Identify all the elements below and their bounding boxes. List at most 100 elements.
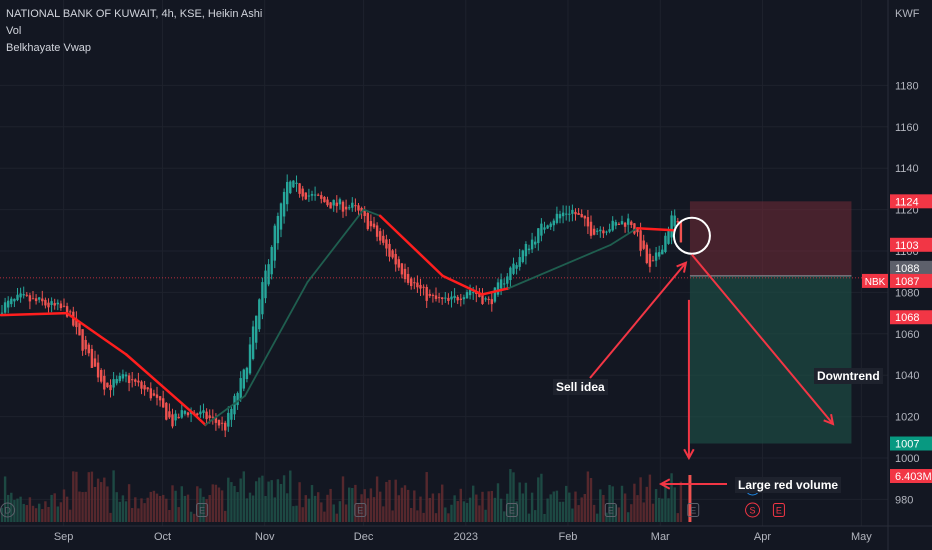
- volume-bar: [459, 488, 462, 522]
- candle-body: [592, 228, 596, 235]
- volume-bar: [577, 505, 580, 522]
- candle-body: [623, 222, 627, 227]
- candle-body: [537, 228, 540, 244]
- downtrend-arrow-head: [823, 413, 835, 426]
- volume-bar: [360, 494, 363, 522]
- indicator-vwap-label[interactable]: Belkhayate Vwap: [6, 42, 91, 54]
- volume-bar: [645, 486, 648, 522]
- candle-body: [403, 268, 407, 280]
- candle-body: [100, 370, 103, 382]
- volume-bar: [509, 469, 512, 522]
- volume-bar: [658, 497, 661, 522]
- volume-bar: [679, 481, 683, 522]
- candle-body: [354, 205, 357, 207]
- volume-bar: [131, 508, 134, 522]
- volume-bar: [472, 485, 475, 522]
- candle-body: [493, 287, 497, 302]
- earnings-badge: [604, 503, 617, 517]
- volume-bar: [47, 507, 50, 522]
- candle-body: [62, 305, 66, 307]
- candle-body: [465, 292, 469, 299]
- candle-body: [31, 298, 35, 300]
- candle-body: [301, 188, 304, 197]
- split-badge: [745, 502, 761, 518]
- candle-body: [561, 212, 565, 217]
- volume-bar: [434, 513, 438, 522]
- volume-bar: [106, 486, 109, 522]
- x-tick-label: May: [851, 531, 872, 543]
- candle-body: [568, 213, 571, 215]
- volume-bar: [537, 477, 540, 522]
- candle-body: [131, 379, 134, 381]
- volume-bar: [25, 505, 28, 522]
- y-tick-label: 1020: [895, 412, 919, 424]
- large-red-volume-label[interactable]: Large red volume: [735, 477, 842, 493]
- highlight-circle: [672, 216, 711, 255]
- volume-bar: [521, 493, 524, 522]
- take-profit-zone: [689, 275, 852, 444]
- volume-bar: [385, 481, 388, 522]
- volume-bar: [44, 501, 47, 522]
- badge-letter: E: [509, 506, 515, 516]
- sell-idea-label[interactable]: Sell idea: [553, 379, 608, 395]
- price-tag: [890, 310, 932, 325]
- candle-body: [366, 212, 369, 230]
- volume-bar: [78, 491, 81, 522]
- volume-bar: [583, 493, 586, 522]
- volume-bar: [115, 492, 118, 522]
- vwap-segment: [481, 287, 510, 296]
- candle-body: [589, 221, 593, 236]
- dividend-badge: [0, 502, 16, 518]
- indicator-vol-label[interactable]: Vol: [6, 25, 22, 37]
- volume-bar: [186, 494, 190, 522]
- candle-body: [273, 225, 276, 261]
- candle-body: [555, 213, 559, 223]
- volume-bar: [636, 495, 639, 522]
- candle-body: [372, 223, 376, 228]
- candle-body: [19, 293, 22, 298]
- candle-body: [673, 215, 676, 227]
- badge-letter: S: [750, 506, 756, 516]
- price-tag-label: 1124: [895, 196, 919, 208]
- candle-body: [472, 292, 475, 294]
- candle-body: [329, 202, 332, 209]
- candle-body: [608, 229, 611, 232]
- volume-bar: [664, 484, 667, 522]
- candle-body: [599, 229, 602, 232]
- y-tick-label: 1000: [895, 453, 919, 465]
- candle-body: [59, 303, 63, 309]
- candle-body: [279, 203, 283, 230]
- volume-bar: [518, 482, 521, 522]
- symbol-tag-label: NBK: [865, 277, 886, 288]
- volume-bar: [75, 471, 78, 522]
- volume-bar: [450, 504, 453, 522]
- candle-body: [165, 402, 168, 420]
- volume-bar: [639, 477, 642, 522]
- candle-body: [664, 235, 667, 253]
- candle-body: [481, 295, 484, 304]
- candle-body: [611, 220, 614, 231]
- candle-body: [413, 282, 416, 284]
- vwap-line: [0, 208, 675, 427]
- volume-bar: [651, 503, 655, 522]
- volume-bar: [493, 497, 497, 522]
- volume-bar: [56, 506, 59, 522]
- volume-bar: [248, 492, 252, 522]
- volume-bar: [177, 507, 180, 522]
- volume-bar: [140, 498, 143, 522]
- volume-bar: [394, 479, 397, 522]
- candle-body: [453, 295, 456, 299]
- volume-bar: [50, 494, 53, 522]
- candle-body: [75, 318, 78, 328]
- candle-body: [158, 396, 162, 401]
- downtrend-label[interactable]: Downtrend: [814, 368, 883, 384]
- volume-bar: [171, 485, 174, 522]
- candle-body: [313, 194, 317, 196]
- candle-body: [586, 217, 590, 227]
- volume-bar: [499, 498, 503, 522]
- candle-body: [261, 282, 264, 315]
- volume-bar: [174, 490, 177, 522]
- candle-body: [382, 235, 385, 243]
- candle-body: [320, 195, 323, 199]
